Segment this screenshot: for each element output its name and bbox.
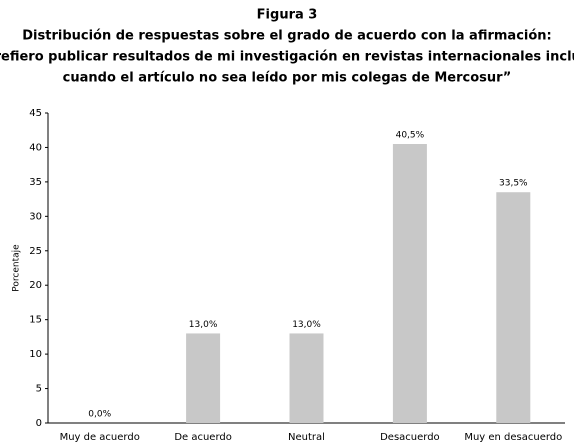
chart-subtitle: cuando el artículo no sea leído por mis … xyxy=(63,71,512,86)
value-label: 33,5% xyxy=(499,179,528,189)
y-tick-label: 15 xyxy=(29,315,42,326)
y-tick-label: 10 xyxy=(29,349,42,360)
x-tick-label: De acuerdo xyxy=(174,432,232,443)
y-tick-label: 0 xyxy=(36,418,42,429)
x-tick-label: Muy en desacuerdo xyxy=(464,432,562,443)
chart-subtitle: “Prefiero publicar resultados de mi inve… xyxy=(0,50,574,65)
y-tick-label: 20 xyxy=(29,280,42,291)
value-label: 13,0% xyxy=(292,320,321,330)
value-label: 40,5% xyxy=(396,131,425,141)
y-axis-label: Porcentaje xyxy=(12,244,22,292)
x-tick-label: Desacuerdo xyxy=(380,432,440,443)
y-tick-label: 25 xyxy=(29,246,42,257)
y-tick-label: 45 xyxy=(29,108,42,119)
y-tick-label: 40 xyxy=(29,142,42,153)
y-tick-label: 5 xyxy=(36,384,42,395)
x-tick-label: Muy de acuerdo xyxy=(60,432,140,443)
y-tick-label: 35 xyxy=(29,177,42,188)
x-tick-label: Neutral xyxy=(288,432,325,443)
chart-title: Figura 3 xyxy=(257,8,318,23)
value-label: 0,0% xyxy=(88,410,111,420)
bar xyxy=(186,333,221,423)
value-label: 13,0% xyxy=(189,320,218,330)
chart-subtitle: Distribución de respuestas sobre el grad… xyxy=(22,29,552,44)
bar xyxy=(392,144,427,423)
bar xyxy=(496,192,531,423)
bar xyxy=(289,333,324,423)
y-tick-label: 30 xyxy=(29,211,42,222)
